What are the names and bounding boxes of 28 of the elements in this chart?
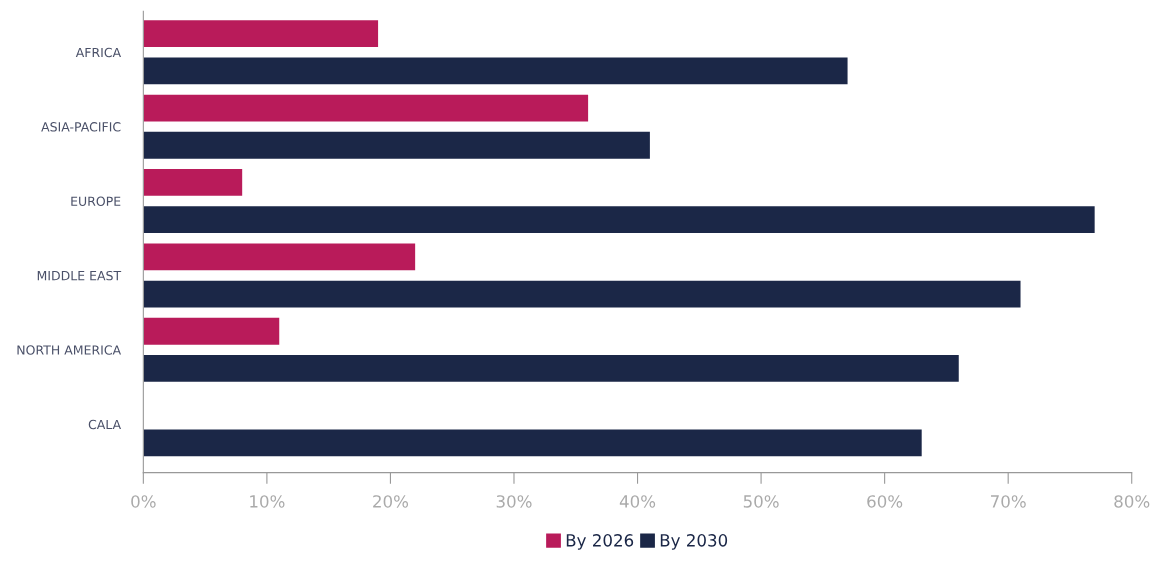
x-tick-label: 60% bbox=[867, 495, 903, 508]
x-tick-label: 10% bbox=[250, 495, 285, 508]
x-tick-label: 80% bbox=[1114, 495, 1150, 508]
bar bbox=[143, 317, 280, 345]
x-tick-label: 50% bbox=[743, 495, 779, 508]
y-tick-label: MIDDLE EAST bbox=[37, 270, 122, 281]
bar bbox=[143, 243, 416, 271]
x-tick-label: 40% bbox=[619, 495, 656, 508]
x-tick-label: 0% bbox=[131, 495, 156, 508]
bar bbox=[143, 280, 1021, 308]
x-tick-label: 30% bbox=[496, 495, 532, 508]
legend-label: By 2026 bbox=[566, 534, 634, 550]
y-tick-label: CALA bbox=[88, 419, 122, 430]
bar bbox=[143, 429, 922, 457]
x-tick-label: 70% bbox=[991, 495, 1026, 508]
bar bbox=[143, 20, 379, 48]
y-tick-label: ASIA-PACIFIC bbox=[41, 122, 121, 132]
x-tick-label: 20% bbox=[373, 495, 409, 508]
bar bbox=[143, 131, 650, 159]
bar bbox=[143, 206, 1095, 234]
bar bbox=[143, 355, 959, 382]
y-tick-label: AFRICA bbox=[75, 47, 122, 58]
y-tick-label: NORTH AMERICA bbox=[17, 345, 122, 355]
bar bbox=[143, 94, 589, 122]
bar bbox=[143, 57, 848, 85]
legend-label: By 2030 bbox=[660, 534, 728, 550]
bar bbox=[143, 169, 243, 196]
y-tick-label: EUROPE bbox=[71, 196, 121, 206]
